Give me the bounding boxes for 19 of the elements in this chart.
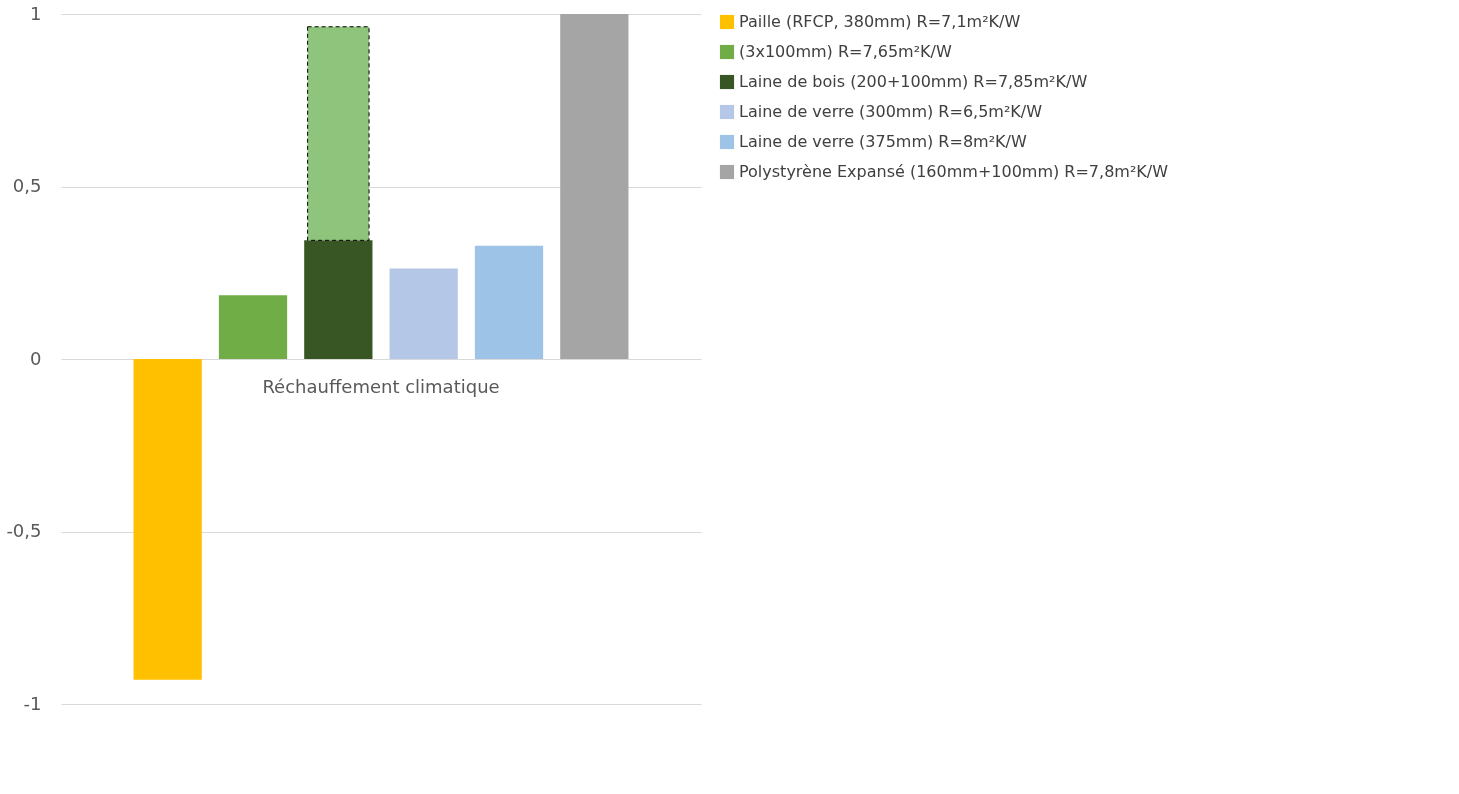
- y-tick-label: 0,5: [12, 175, 42, 196]
- bar: [307, 26, 370, 241]
- y-tick-label: 0: [30, 347, 42, 369]
- legend-label: Laine de bois (200+100mm) R=7,85m²K/W: [739, 72, 1088, 91]
- y-tick-label: -1: [23, 692, 42, 714]
- y-tick-label: -0,5: [6, 520, 42, 541]
- bar: [389, 268, 458, 359]
- bar: [474, 245, 544, 359]
- bar: [304, 240, 373, 359]
- legend-label: Laine de verre (375mm) R=8m²K/W: [739, 132, 1027, 151]
- legend-label: Polystyrène Expansé (160mm+100mm) R=7,8m²K/W: [739, 162, 1169, 181]
- legend-label: Laine de verre (300mm) R=6,5m²K/W: [739, 102, 1043, 121]
- bar: [218, 295, 288, 359]
- legend-label: (3x100mm) R=7,65m²K/W: [739, 42, 952, 61]
- x-tick-label: Réchauffement climatique: [262, 376, 500, 397]
- y-tick-label: 1: [30, 2, 42, 24]
- bar: [560, 14, 629, 359]
- legend-label: Paille (RFCP, 380mm) R=7,1m²K/W: [739, 12, 1021, 31]
- bar: [133, 359, 202, 680]
